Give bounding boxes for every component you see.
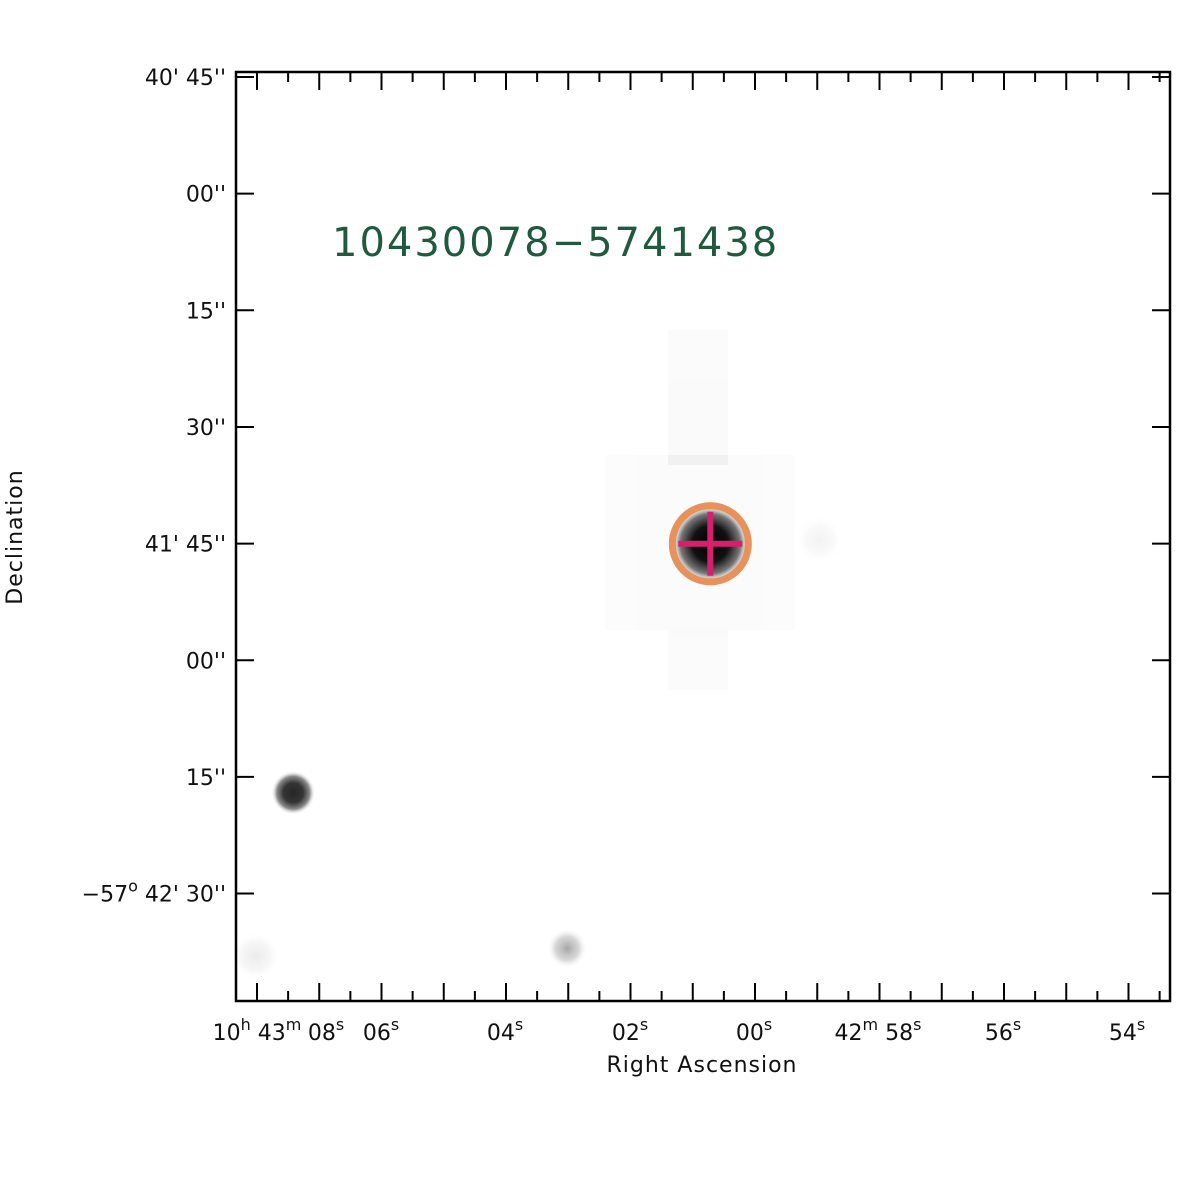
axis-ticks	[236, 72, 1170, 1001]
y-axis-title: Declination	[3, 469, 28, 604]
x-tick-label: 56s	[985, 1015, 1021, 1046]
x-tick-label: 42m 58s	[835, 1015, 922, 1046]
plot-frame	[234, 70, 1172, 1003]
source-2	[271, 770, 316, 815]
y-tick-label: 41' 45''	[145, 533, 226, 558]
target-circle	[668, 502, 752, 586]
source-3	[547, 928, 588, 969]
x-tick-labels: 10h 43m 08s 06s 04s 02s 00s 42m 58s 56s …	[213, 1015, 1146, 1046]
x-tick-label: 06s	[363, 1015, 399, 1046]
sources	[231, 503, 844, 981]
source-5	[795, 515, 844, 564]
y-tick-label: 30''	[186, 416, 226, 441]
x-tick-label: 54s	[1109, 1015, 1145, 1046]
x-tick-label: 02s	[612, 1015, 648, 1046]
x-tick-label: 08s	[308, 1015, 344, 1046]
y-tick-label: 15''	[186, 299, 226, 324]
x-axis-title: Right Ascension	[607, 1053, 798, 1078]
source-4	[231, 932, 280, 981]
y-tick-label: 15''	[186, 766, 226, 791]
chart-title: 10430078−5741438	[332, 220, 779, 266]
y-tick-label: −57o 42' 30''	[82, 877, 226, 908]
x-tick-label: 10h 43m	[213, 1015, 302, 1046]
x-tick-label: 00s	[736, 1015, 772, 1046]
y-tick-label: 00''	[186, 183, 226, 208]
x-tick-label: 04s	[487, 1015, 523, 1046]
y-tick-label: 00''	[186, 649, 226, 674]
y-tick-label: 40' 45''	[145, 66, 226, 91]
y-tick-labels: 40' 45'' 00'' 15'' 30'' 41' 45'' 00'' 15'' −57o…	[82, 66, 226, 908]
target-marker	[668, 502, 752, 586]
